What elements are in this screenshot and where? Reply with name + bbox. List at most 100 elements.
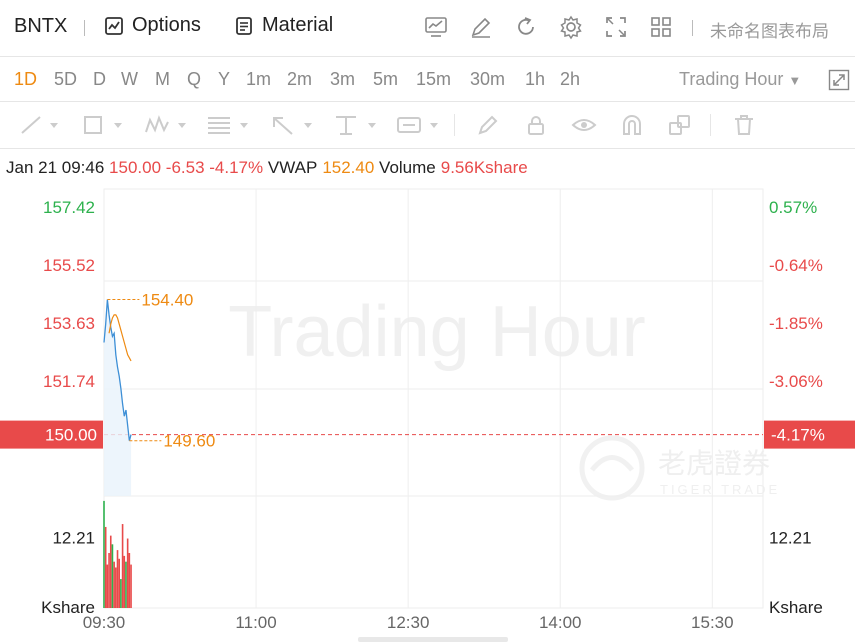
options-chart-icon (105, 16, 123, 35)
watermark-brand-en: TIGER TRADE (660, 482, 780, 497)
quote-price: 150.00 (109, 158, 162, 177)
volume-value: 9.56Kshare (440, 158, 528, 177)
current-price-tag-left (0, 420, 103, 449)
material-label: Material (262, 14, 334, 36)
vwap-label: VWAP (267, 158, 318, 177)
period-tab-d[interactable]: D (93, 69, 106, 89)
vwap-line (108, 314, 132, 362)
session-label: Trading Hour (679, 69, 784, 89)
divider (710, 114, 711, 136)
period-bar (0, 57, 855, 102)
volume-bar (108, 553, 110, 608)
volume-bar (130, 564, 132, 608)
y-tick-left: 155.52 (43, 256, 95, 275)
volume-bar (103, 500, 105, 608)
period-tab-30m[interactable]: 30m (470, 69, 506, 89)
x-tick-label: 15:30 (691, 613, 734, 632)
period-tab-w[interactable]: W (121, 69, 138, 89)
measure-tool-icon[interactable] (334, 114, 378, 136)
y-tick-left: 157.42 (43, 198, 95, 217)
trendline-tool-icon[interactable] (20, 114, 60, 136)
divider (454, 114, 455, 136)
fibonacci-tool-icon[interactable] (206, 114, 250, 136)
period-tab-m[interactable]: M (155, 69, 170, 89)
quote-change-pct: -4.17% (209, 158, 264, 177)
y-tick-right: 0.57% (769, 198, 817, 217)
volume-bar (115, 567, 117, 608)
document-icon (236, 16, 252, 35)
volume-bar (120, 579, 122, 608)
drawing-toolbar (0, 102, 855, 149)
trash-icon[interactable] (732, 114, 756, 136)
watermark-brand-cn: 老虎證券 (658, 447, 770, 480)
plot-frame (103, 188, 764, 609)
lock-icon[interactable] (524, 114, 548, 136)
divider (692, 20, 693, 36)
magnet-icon[interactable] (620, 114, 644, 136)
price-line (103, 299, 132, 441)
period-tab-5m[interactable]: 5m (373, 69, 399, 89)
edit-icon[interactable] (468, 14, 494, 40)
tiger-logo-stripe (590, 455, 634, 472)
time-scrollbar[interactable] (358, 637, 508, 642)
arrow-tool-icon[interactable] (270, 114, 314, 136)
options-button[interactable]: Options (104, 14, 201, 37)
expand-icon[interactable] (828, 69, 850, 91)
session-dropdown[interactable]: Trading Hour ▼ (679, 69, 801, 90)
layout-grid-icon[interactable] (648, 14, 674, 40)
volume-bar (126, 538, 129, 608)
period-tab-5d[interactable]: 5D (54, 69, 78, 89)
caret-down-icon: ▼ (788, 73, 802, 88)
options-label: Options (132, 14, 201, 36)
current-price-tag-right (764, 420, 855, 449)
period-tab-1d[interactable]: 1D (14, 69, 38, 89)
pattern-tool-icon[interactable] (144, 114, 188, 136)
x-tick-label: 11:00 (235, 613, 276, 632)
indicator-icon[interactable] (423, 14, 449, 40)
volume-bar (118, 558, 121, 608)
period-tab-2m[interactable]: 2m (287, 69, 313, 89)
material-button[interactable]: Material (234, 14, 333, 37)
volume-bar (109, 535, 112, 608)
text-tool-icon[interactable] (396, 114, 440, 136)
watermark-text: Trading Hour (228, 292, 646, 372)
volume-bar (128, 553, 131, 608)
layers-icon[interactable] (667, 114, 693, 136)
eye-icon[interactable] (571, 114, 597, 136)
divider (84, 20, 85, 36)
x-tick-label: 09:30 (83, 613, 126, 632)
volume-bar (116, 550, 119, 608)
volume-tick-left: 12.21 (52, 528, 95, 547)
vwap-value: 152.40 (322, 158, 375, 177)
y-tick-right: -1.85% (769, 314, 823, 333)
volume-bar (106, 564, 109, 608)
period-tab-3m[interactable]: 3m (330, 69, 356, 89)
volume-label: Volume (379, 158, 436, 177)
high-marker-label: 154.40 (141, 291, 193, 310)
current-change-label: -4.17% (771, 426, 825, 445)
volume-tick-right: 12.21 (769, 528, 812, 547)
quote-info-line: Jan 21 09:46 150.00 -6.53 -4.17% VWAP 152… (6, 158, 528, 178)
period-tab-1h[interactable]: 1h (525, 69, 546, 89)
low-marker-label: 149.60 (163, 432, 215, 451)
refresh-icon[interactable] (513, 14, 539, 40)
quote-change: -6.53 (165, 158, 205, 177)
ticker-symbol[interactable]: BNTX (14, 15, 68, 37)
period-tab-15m[interactable]: 15m (416, 69, 452, 89)
period-tab-1m[interactable]: 1m (246, 69, 272, 89)
layout-name[interactable]: 未命名图表布局 (710, 22, 829, 41)
y-tick-right: -3.06% (769, 372, 823, 391)
rectangle-tool-icon[interactable] (82, 114, 124, 136)
x-tick-label: 12:30 (387, 613, 430, 632)
volume-unit-left: Kshare (41, 598, 95, 617)
fullscreen-icon[interactable] (603, 14, 629, 40)
period-tab-2h[interactable]: 2h (560, 69, 581, 89)
period-tab-y[interactable]: Y (218, 69, 231, 89)
period-tab-q[interactable]: Q (187, 69, 202, 89)
volume-bar (113, 561, 115, 608)
y-tick-left: 151.74 (43, 372, 95, 391)
brush-icon[interactable] (476, 114, 500, 136)
gear-icon[interactable] (558, 14, 584, 40)
tiger-logo-icon (579, 435, 645, 501)
